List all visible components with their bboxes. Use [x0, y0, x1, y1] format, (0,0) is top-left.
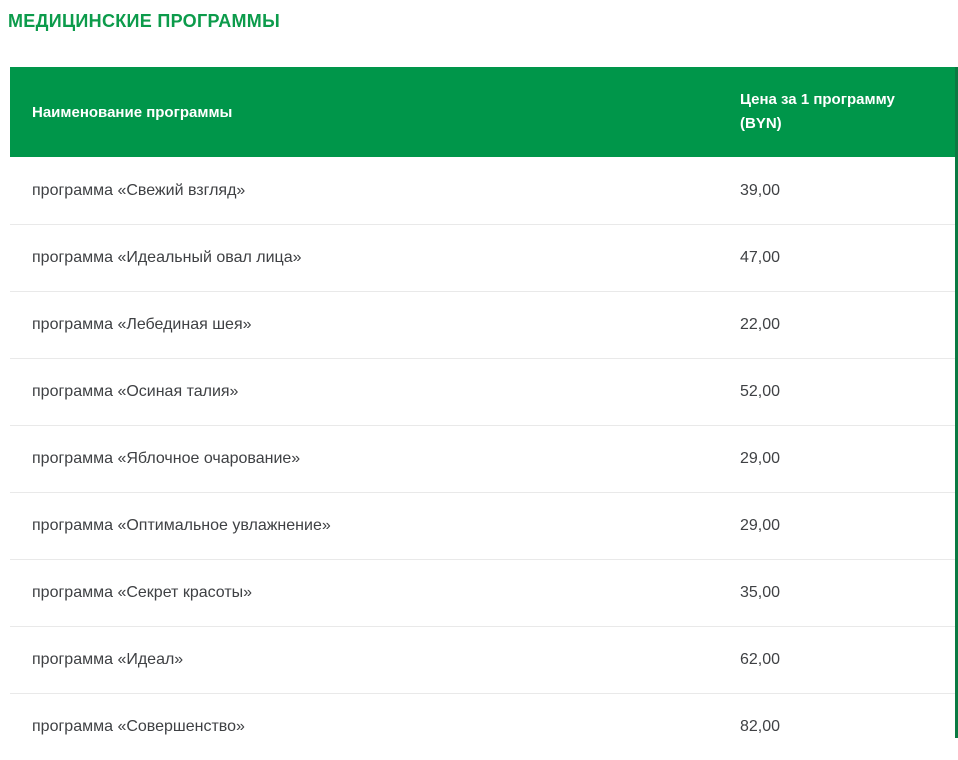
program-name-text: программа «Секрет красоты» [32, 584, 253, 601]
table-header-row: Наименование программы Цена за 1 програм… [10, 67, 958, 157]
program-price-cell: 22,00 [710, 292, 958, 358]
program-price-text: 82,00 [740, 718, 781, 735]
price-table: Наименование программы Цена за 1 програм… [10, 67, 958, 760]
page-title: МЕДИЦИНСКИЕ ПРОГРАММЫ [8, 11, 281, 31]
program-price-text: 47,00 [740, 249, 781, 266]
table-row: программа «Секрет красоты» 35,00 [10, 559, 958, 626]
program-price-cell: 35,00 [710, 560, 958, 626]
program-name-cell: программа «Идеал» [10, 627, 710, 693]
program-name-text: программа «Оптимальное увлажнение» [32, 517, 331, 534]
column-header-price-label: Цена за 1 программу (BYN) [740, 91, 895, 132]
program-name-cell: программа «Осиная талия» [10, 359, 710, 425]
program-name-text: программа «Совершенство» [32, 718, 245, 735]
table-row: программа «Идеал» 62,00 [10, 626, 958, 693]
column-header-program-name-label: Наименование программы [32, 103, 233, 121]
program-price-cell: 82,00 [710, 694, 958, 760]
program-name-cell: программа «Яблочное очарование» [10, 426, 710, 492]
program-name-text: программа «Идеал» [32, 651, 184, 668]
program-name-text: программа «Лебединая шея» [32, 316, 252, 333]
table-row: программа «Совершенство» 82,00 [10, 693, 958, 760]
table-row: программа «Яблочное очарование» 29,00 [10, 425, 958, 492]
program-price-cell: 29,00 [710, 493, 958, 559]
program-name-text: программа «Осиная талия» [32, 383, 239, 400]
program-price-text: 52,00 [740, 383, 781, 400]
program-price-cell: 39,00 [710, 157, 958, 224]
program-name-text: программа «Яблочное очарование» [32, 450, 301, 467]
program-price-cell: 52,00 [710, 359, 958, 425]
program-name-cell: программа «Свежий взгляд» [10, 157, 710, 224]
program-name-cell: программа «Секрет красоты» [10, 560, 710, 626]
program-price-cell: 29,00 [710, 426, 958, 492]
program-name-cell: программа «Лебединая шея» [10, 292, 710, 358]
program-price-text: 22,00 [740, 316, 781, 333]
program-price-text: 29,00 [740, 450, 781, 467]
program-name-cell: программа «Совершенство» [10, 694, 710, 760]
program-price-text: 35,00 [740, 584, 781, 601]
table-row: программа «Свежий взгляд» 39,00 [10, 157, 958, 224]
program-price-text: 39,00 [740, 181, 781, 199]
program-price-text: 62,00 [740, 651, 781, 668]
program-price-text: 29,00 [740, 517, 781, 534]
column-header-price: Цена за 1 программу (BYN) [710, 67, 958, 157]
table-row: программа «Лебединая шея» 22,00 [10, 291, 958, 358]
program-price-cell: 62,00 [710, 627, 958, 693]
table-row: программа «Идеальный овал лица» 47,00 [10, 224, 958, 291]
table-row: программа «Осиная талия» 52,00 [10, 358, 958, 425]
table-right-edge [955, 67, 958, 738]
program-name-cell: программа «Идеальный овал лица» [10, 225, 710, 291]
table-row: программа «Оптимальное увлажнение» 29,00 [10, 492, 958, 559]
program-price-cell: 47,00 [710, 225, 958, 291]
program-name-cell: программа «Оптимальное увлажнение» [10, 493, 710, 559]
column-header-program-name: Наименование программы [10, 67, 710, 157]
program-name-text: программа «Свежий взгляд» [32, 181, 246, 199]
program-name-text: программа «Идеальный овал лица» [32, 249, 302, 266]
